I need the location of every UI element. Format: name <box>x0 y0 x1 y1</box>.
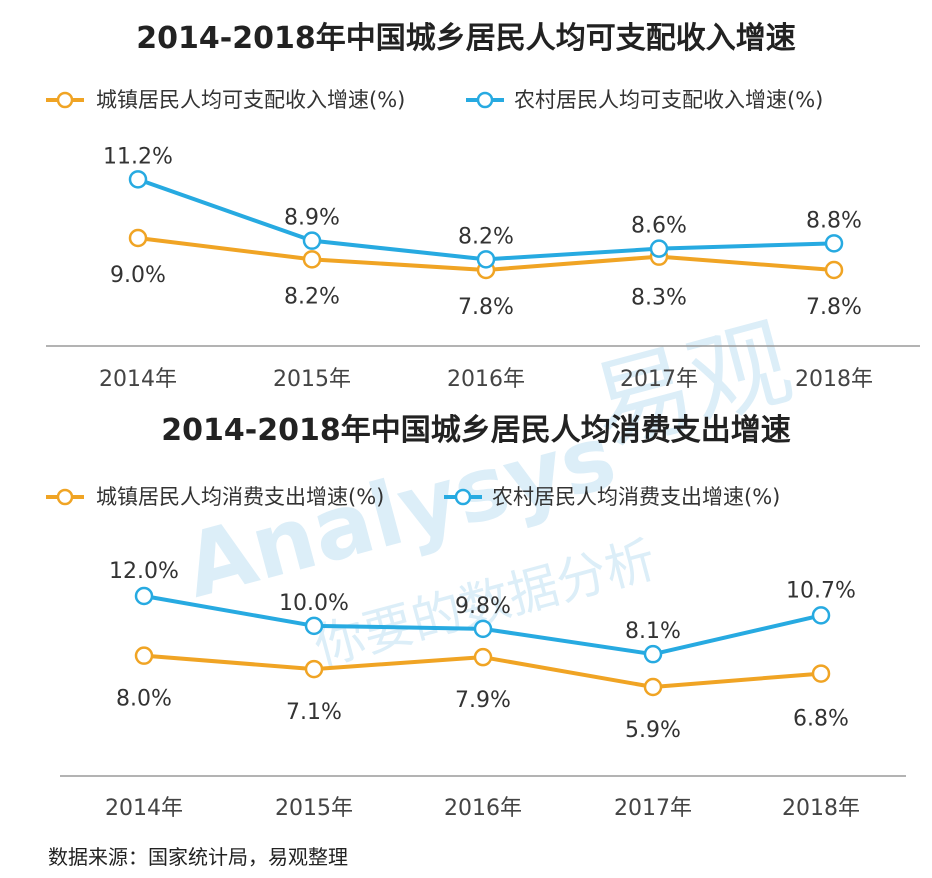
legend-label-rural: 农村居民人均可支配收入增速(%) <box>514 88 823 112</box>
data-label-urban: 8.0% <box>116 687 172 712</box>
source-note: 数据来源：国家统计局，易观整理 <box>48 845 348 869</box>
series-layer: 9.0% 8.2% 7.8% 8.3% 7.8% 11.2% 8.9% 8.2% 8.6% 8.8… <box>103 144 862 320</box>
x-tick-label: 2015年 <box>275 796 353 821</box>
income-growth-chart: 2014-2018年中国城乡居民人均可支配收入增速 城镇居民人均可支配收入增速(… <box>46 21 920 392</box>
data-label-rural: 8.1% <box>625 619 681 644</box>
series-layer: 8.0% 7.1% 7.9% 5.9% 6.8% 12.0% 10.0% 9.8% 8.1% 10… <box>109 559 856 743</box>
data-label-rural: 8.9% <box>284 206 340 231</box>
x-tick-label: 2018年 <box>795 367 873 392</box>
legend-label-rural: 农村居民人均消费支出增速(%) <box>492 485 780 509</box>
data-point-urban <box>824 260 844 280</box>
legend-item-rural: 农村居民人均可支配收入增速(%) <box>466 88 823 112</box>
x-tick-label: 2014年 <box>99 367 177 392</box>
x-tick-label: 2016年 <box>444 796 522 821</box>
data-point-urban <box>128 228 148 248</box>
x-axis-ticks: 2014年 2015年 2016年 2017年 2018年 <box>99 367 873 392</box>
chart-title: 2014-2018年中国城乡居民人均消费支出增速 <box>161 413 790 448</box>
x-tick-label: 2018年 <box>782 796 860 821</box>
data-label-urban: 8.2% <box>284 284 340 309</box>
data-label-urban: 7.1% <box>286 700 342 725</box>
data-point-rural <box>824 234 844 253</box>
legend-item-rural: 农村居民人均消费支出增速(%) <box>444 485 780 509</box>
data-label-rural: 10.0% <box>279 591 349 616</box>
chart-title: 2014-2018年中国城乡居民人均可支配收入增速 <box>136 21 795 56</box>
consumption-growth-chart: 2014-2018年中国城乡居民人均消费支出增速 城镇居民人均消费支出增速(%)… <box>46 413 906 821</box>
data-label-rural: 10.7% <box>786 578 856 603</box>
legend-marker-rural <box>454 488 472 506</box>
x-tick-label: 2015年 <box>273 367 351 392</box>
data-point-rural <box>302 231 322 250</box>
legend-item-urban: 城镇居民人均可支配收入增速(%) <box>46 88 405 112</box>
data-label-urban: 7.8% <box>458 295 514 320</box>
data-point-rural <box>811 606 831 625</box>
data-label-rural: 8.6% <box>631 214 687 239</box>
data-point-rural <box>134 586 154 606</box>
data-point-rural <box>643 644 663 664</box>
data-label-urban: 7.8% <box>806 295 862 320</box>
data-label-rural: 11.2% <box>103 144 173 169</box>
legend: 城镇居民人均消费支出增速(%) 农村居民人均消费支出增速(%) <box>46 485 780 509</box>
data-label-rural: 9.8% <box>455 594 511 619</box>
data-point-urban <box>304 659 324 679</box>
legend-marker-rural <box>476 91 494 109</box>
data-label-urban: 7.9% <box>455 688 511 713</box>
legend-label-urban: 城镇居民人均可支配收入增速(%) <box>96 88 405 112</box>
legend-item-urban: 城镇居民人均消费支出增速(%) <box>46 485 384 509</box>
data-label-rural: 8.8% <box>806 208 862 233</box>
data-point-rural <box>304 616 324 636</box>
data-point-urban <box>302 250 322 269</box>
data-label-rural: 12.0% <box>109 559 179 584</box>
data-point-urban <box>473 647 493 667</box>
data-label-urban: 8.3% <box>631 286 687 311</box>
x-tick-label: 2017年 <box>620 367 698 392</box>
data-point-rural <box>649 239 669 258</box>
data-point-rural <box>128 170 148 189</box>
legend-label-urban: 城镇居民人均消费支出增速(%) <box>96 485 384 509</box>
legend: 城镇居民人均可支配收入增速(%) 农村居民人均可支配收入增速(%) <box>46 88 823 112</box>
legend-marker-urban <box>56 488 74 506</box>
data-point-urban <box>643 677 663 697</box>
x-tick-label: 2014年 <box>105 796 183 821</box>
data-label-urban: 5.9% <box>625 718 681 743</box>
x-tick-label: 2017年 <box>614 796 692 821</box>
data-point-rural <box>473 619 493 639</box>
x-tick-label: 2016年 <box>447 367 525 392</box>
data-label-urban: 6.8% <box>793 707 849 732</box>
data-point-rural <box>476 250 496 269</box>
data-point-urban <box>811 664 831 683</box>
legend-marker-urban <box>56 91 74 109</box>
data-label-rural: 8.2% <box>458 224 514 249</box>
data-point-urban <box>134 646 154 665</box>
x-axis-ticks: 2014年 2015年 2016年 2017年 2018年 <box>105 796 860 821</box>
data-label-urban: 9.0% <box>110 263 166 288</box>
